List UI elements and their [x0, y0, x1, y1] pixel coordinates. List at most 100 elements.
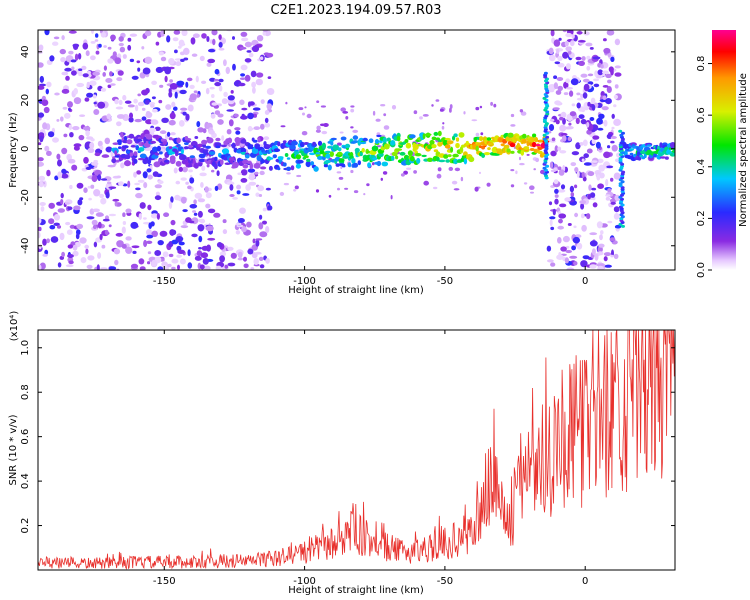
noise-speck: [510, 124, 516, 127]
ridge-speck: [249, 162, 254, 170]
noise-speck: [142, 67, 151, 75]
noise-speck: [238, 82, 246, 87]
noise-speck: [611, 126, 615, 130]
noise-speck: [253, 258, 259, 265]
noise-speck: [143, 217, 147, 220]
noise-speck: [178, 241, 185, 246]
noise-speck: [554, 194, 559, 198]
noise-speck: [83, 156, 89, 164]
noise-speck: [178, 120, 185, 127]
ridge-speck: [479, 136, 484, 142]
noise-speck: [38, 264, 42, 270]
noise-speck: [156, 213, 160, 220]
noise-speck: [174, 49, 178, 54]
ridge-speck: [404, 139, 409, 143]
x-tick-label: -50: [437, 576, 453, 587]
noise-speck: [557, 166, 562, 170]
noise-speck: [601, 106, 609, 111]
colorbar-tick-label: 0.2: [696, 210, 707, 226]
noise-speck: [552, 208, 556, 216]
y-tick-label: 0.8: [20, 384, 31, 400]
ridge-speck: [653, 153, 658, 158]
noise-speck: [68, 30, 77, 34]
noise-speck: [593, 78, 600, 82]
ridge-speck: [659, 156, 667, 159]
noise-speck: [38, 161, 44, 167]
ridge-speck: [408, 134, 416, 139]
noise-speck: [99, 145, 104, 150]
noise-speck: [262, 31, 266, 36]
noise-speck: [554, 198, 559, 205]
y-tick-label: 1.0: [20, 340, 31, 356]
noise-speck: [178, 166, 183, 172]
noise-speck: [607, 220, 613, 224]
noise-speck: [607, 188, 612, 193]
ridge-speck: [330, 141, 334, 146]
noise-speck: [146, 234, 154, 239]
noise-speck: [583, 162, 592, 166]
ridge-speck: [487, 147, 491, 151]
noise-speck: [250, 267, 255, 270]
noise-speck: [180, 58, 185, 63]
noise-speck: [558, 213, 567, 219]
noise-speck: [216, 242, 223, 248]
noise-speck: [610, 140, 615, 144]
colorbar-tick-label: 0.4: [696, 159, 707, 175]
ridge-speck: [246, 160, 252, 164]
noise-speck: [246, 221, 252, 228]
noise-speck: [157, 180, 164, 185]
noise-speck: [189, 204, 198, 209]
noise-speck: [606, 165, 614, 169]
noise-speck: [79, 237, 87, 244]
noise-speck: [180, 107, 188, 111]
noise-speck: [597, 127, 604, 131]
noise-speck: [73, 145, 80, 151]
ridge-speck: [206, 137, 214, 144]
noise-speck: [146, 240, 153, 244]
noise-speck: [197, 127, 205, 133]
ridge-speck: [438, 159, 446, 163]
noise-speck: [93, 241, 98, 248]
noise-speck: [235, 230, 241, 235]
y-tick-label: -40: [20, 238, 31, 254]
noise-speck: [280, 125, 286, 128]
noise-speck: [352, 129, 359, 133]
noise-speck: [89, 142, 95, 149]
ridge-speck: [291, 140, 298, 146]
noise-speck: [557, 225, 564, 230]
noise-speck: [555, 90, 562, 95]
y-tick-label: 0: [20, 146, 31, 152]
noise-speck: [65, 221, 71, 226]
noise-speck: [38, 112, 45, 118]
noise-speck: [595, 141, 601, 149]
noise-speck: [131, 75, 139, 80]
noise-speck: [147, 251, 152, 255]
noise-speck: [423, 180, 430, 186]
noise-speck: [154, 250, 162, 256]
noise-speck: [266, 52, 274, 58]
noise-speck: [253, 126, 261, 130]
noise-speck: [580, 107, 586, 113]
noise-speck: [614, 38, 621, 46]
noise-speck: [78, 134, 85, 141]
noise-speck: [603, 38, 607, 42]
ridge-speck: [129, 150, 133, 154]
ridge-speck: [509, 142, 516, 148]
noise-speck: [115, 232, 124, 237]
noise-speck: [235, 222, 242, 226]
noise-speck: [150, 213, 159, 219]
noise-speck: [519, 162, 525, 166]
noise-speck: [54, 175, 59, 181]
ridge-speck: [386, 137, 391, 142]
y-tick-label: 0.4: [20, 473, 31, 489]
noise-speck: [244, 74, 251, 82]
noise-speck: [246, 50, 252, 53]
ridge-speck: [491, 146, 498, 154]
noise-speck: [97, 213, 104, 217]
colorbar: 0.0 0.2 0.4 0.6 0.8 Normalized spectral ampl…: [696, 30, 749, 278]
ridge-speck: [203, 151, 209, 155]
noise-speck: [197, 198, 206, 203]
noise-speck: [85, 50, 90, 57]
ridge-speck: [453, 133, 458, 138]
ridge-speck: [455, 142, 460, 149]
